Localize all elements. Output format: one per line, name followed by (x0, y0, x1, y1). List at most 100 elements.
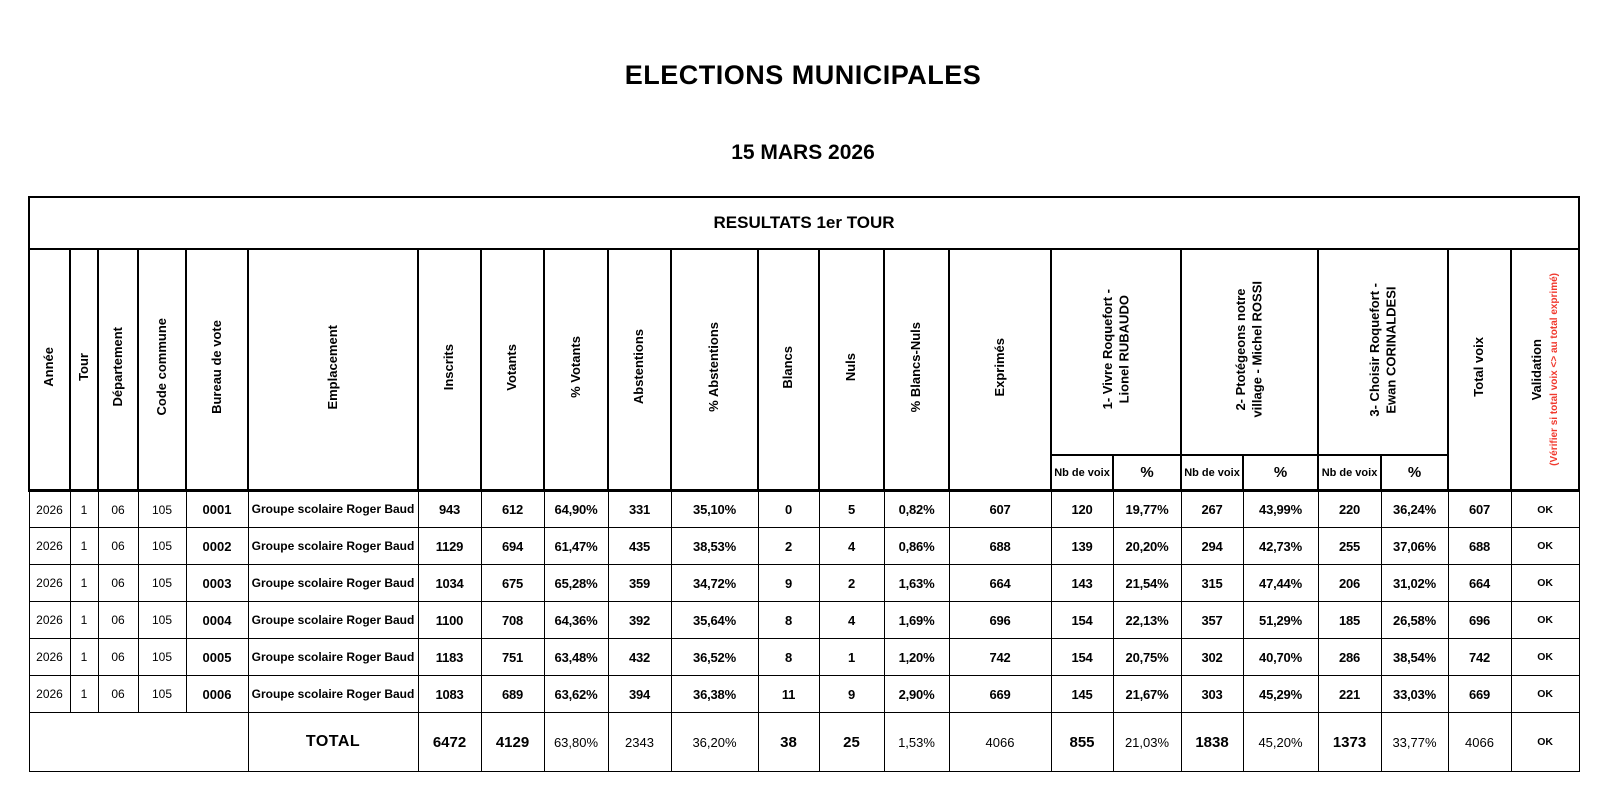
cell-c3-voix: 255 (1317, 527, 1382, 565)
cell-c3-pct: 38,54% (1380, 638, 1449, 676)
cell-departement: 06 (97, 638, 139, 676)
cell-bureau-de-vote: 0002 (185, 527, 249, 565)
cell-tour: 1 (69, 601, 99, 639)
cell-abstentions: 331 (607, 489, 672, 528)
total-cell-c2-voix: 1838 (1180, 712, 1244, 772)
total-cell-votants: 4129 (480, 712, 545, 772)
cell-total-voix: 664 (1447, 564, 1512, 602)
cell-c1-pct: 20,20% (1112, 527, 1182, 565)
col-header-pct-blancs-nuls: % Blancs-Nuls (883, 248, 950, 492)
total-row-filler (28, 712, 249, 772)
table-title-row: RESULTATS 1er TOUR (27, 196, 1581, 250)
cell-c2-pct: 45,29% (1242, 675, 1319, 713)
cell-annee: 2026 (28, 601, 71, 639)
cell-pct-votants: 63,48% (543, 638, 609, 676)
cell-pct-votants: 64,90% (543, 489, 609, 528)
cell-annee: 2026 (28, 638, 71, 676)
cell-c3-voix: 206 (1317, 564, 1382, 602)
cell-inscrits: 1100 (417, 601, 482, 639)
col-header-total-voix: Total voix (1447, 248, 1512, 492)
cell-c2-voix: 315 (1180, 564, 1244, 602)
cell-departement: 06 (97, 601, 139, 639)
cell-c3-voix: 286 (1317, 638, 1382, 676)
cell-inscrits: 1183 (417, 638, 482, 676)
cell-bureau-de-vote: 0006 (185, 675, 249, 713)
cell-blancs: 0 (757, 489, 820, 528)
cell-pct-abstentions: 36,38% (670, 675, 759, 713)
cell-c1-voix: 143 (1050, 564, 1114, 602)
validation-header: Validation (Vérifier si total voix <> au… (1513, 273, 1577, 466)
cell-pct-blancs-nuls: 1,69% (883, 601, 950, 639)
results-table-wrapper: RESULTATS 1er TOUR Année Tour Départemen… (27, 196, 1581, 772)
col-header-inscrits: Inscrits (417, 248, 482, 492)
cell-nuls: 5 (818, 489, 885, 528)
cell-c3-voix: 220 (1317, 489, 1382, 528)
page-title: ELECTIONS MUNICIPALES (624, 60, 982, 90)
total-cell-c2-pct: 45,20% (1242, 712, 1319, 772)
cell-pct-blancs-nuls: 0,82% (883, 489, 950, 528)
cell-blancs: 11 (757, 675, 820, 713)
total-cell-c3-pct: 33,77% (1380, 712, 1449, 772)
cell-c1-voix: 154 (1050, 601, 1114, 639)
cell-emplacement: Groupe scolaire Roger Baud (247, 527, 419, 565)
col-header-votants: Votants (480, 248, 545, 492)
sub-header-c1-voix: Nb de voix (1050, 454, 1114, 492)
cell-nuls: 4 (818, 527, 885, 565)
cell-validation: OK (1510, 601, 1580, 639)
cell-c2-voix: 267 (1180, 489, 1244, 528)
cell-blancs: 8 (757, 601, 820, 639)
cell-blancs: 9 (757, 564, 820, 602)
cell-nuls: 1 (818, 638, 885, 676)
cell-validation: OK (1510, 527, 1580, 565)
total-cell-c1-pct: 21,03% (1112, 712, 1182, 772)
cell-tour: 1 (69, 638, 99, 676)
cell-c2-voix: 303 (1180, 675, 1244, 713)
table-row: 2026 1 06 105 0005 Groupe scolaire Roger Baud… (28, 638, 1580, 676)
cell-c1-voix: 139 (1050, 527, 1114, 565)
cell-exprimes: 696 (948, 601, 1052, 639)
cell-pct-abstentions: 38,53% (670, 527, 759, 565)
total-cell-total-voix: 4066 (1447, 712, 1512, 772)
col-header-blancs: Blancs (757, 248, 820, 492)
candidate-1-header: 1- Vivre Roquefort - Lionel RUBAUDO (1050, 248, 1182, 456)
cell-blancs: 2 (757, 527, 820, 565)
cell-pct-abstentions: 35,10% (670, 489, 759, 528)
cell-code-commune: 105 (137, 489, 187, 528)
cell-c3-pct: 37,06% (1380, 527, 1449, 565)
table-row: 2026 1 06 105 0002 Groupe scolaire Roger Baud… (28, 527, 1580, 565)
col-header-abstentions: Abstentions (607, 248, 672, 492)
cell-nuls: 4 (818, 601, 885, 639)
col-header-exprimes: Exprimés (948, 248, 1052, 492)
cell-validation: OK (1510, 675, 1580, 713)
cell-pct-abstentions: 36,52% (670, 638, 759, 676)
total-label: TOTAL (247, 712, 419, 772)
cell-bureau-de-vote: 0005 (185, 638, 249, 676)
total-cell-inscrits: 6472 (417, 712, 482, 772)
cell-emplacement: Groupe scolaire Roger Baud (247, 601, 419, 639)
page-subtitle: 15 MARS 2026 (731, 141, 875, 164)
cell-code-commune: 105 (137, 564, 187, 602)
col-header-emplacement: Emplacement (247, 248, 419, 492)
cell-abstentions: 359 (607, 564, 672, 602)
cell-c3-pct: 33,03% (1380, 675, 1449, 713)
cell-votants: 694 (480, 527, 545, 565)
col-header-annee: Année (28, 248, 71, 492)
cell-c2-pct: 47,44% (1242, 564, 1319, 602)
cell-c2-voix: 357 (1180, 601, 1244, 639)
cell-inscrits: 1129 (417, 527, 482, 565)
cell-votants: 675 (480, 564, 545, 602)
col-header-nuls: Nuls (818, 248, 885, 492)
cell-c1-pct: 21,54% (1112, 564, 1182, 602)
cell-blancs: 8 (757, 638, 820, 676)
cell-bureau-de-vote: 0001 (185, 489, 249, 528)
cell-annee: 2026 (28, 527, 71, 565)
cell-c1-pct: 22,13% (1112, 601, 1182, 639)
cell-code-commune: 105 (137, 675, 187, 713)
cell-validation: OK (1510, 489, 1580, 528)
cell-votants: 708 (480, 601, 545, 639)
total-cell-pct-blancs-nuls: 1,53% (883, 712, 950, 772)
total-cell-blancs: 38 (757, 712, 820, 772)
results-body: 2026 1 06 105 0001 Groupe scolaire Roger Baud… (28, 489, 1580, 772)
col-header-pct-votants: % Votants (543, 248, 609, 492)
